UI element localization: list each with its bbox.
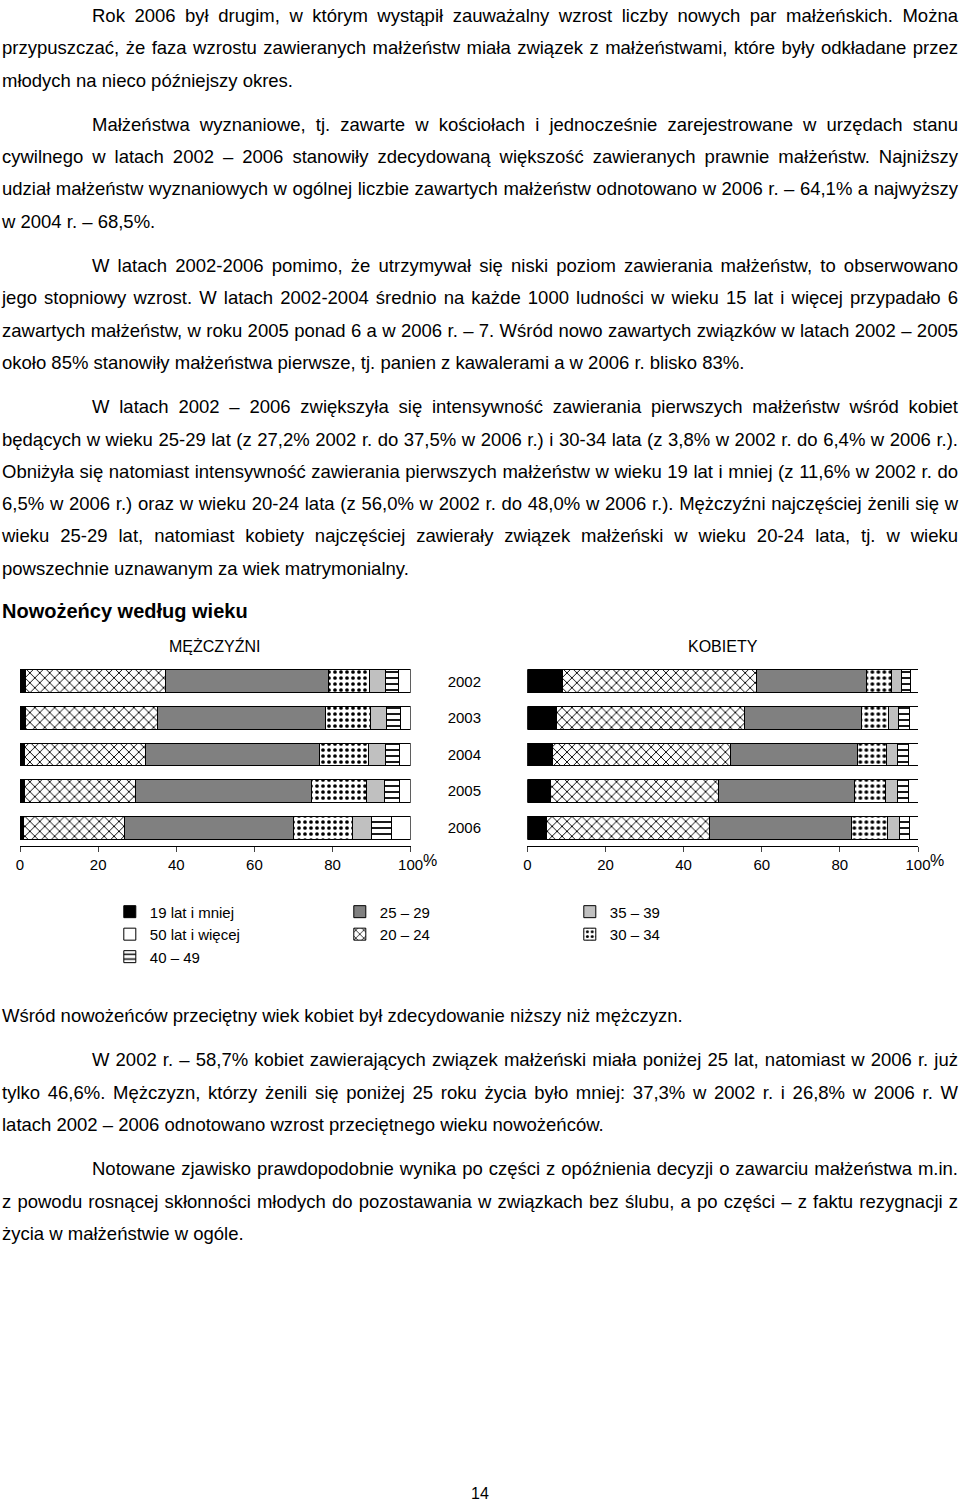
svg-text:2002: 2002 (448, 673, 481, 690)
svg-text:40: 40 (675, 856, 692, 873)
html-text:W latach 2002-2006 pomimo, że: W latach 2002-2006 pomimo, że utrzymywał… (2, 255, 958, 373)
svg-text:20: 20 (90, 856, 107, 873)
svg-text:%: % (423, 852, 437, 869)
svg-text:100: 100 (905, 856, 930, 873)
svg-text:2005: 2005 (448, 782, 481, 799)
svg-text:0: 0 (16, 856, 24, 873)
html-text:Nowożeńcy według wieku: Nowożeńcy według wieku (2, 600, 248, 622)
svg-text:KOBIETY: KOBIETY (688, 638, 758, 655)
svg-text:80: 80 (832, 856, 849, 873)
html-text:W latach 2002 – 2006 zwiększył: W latach 2002 – 2006 zwiększyła się inte… (2, 396, 958, 579)
html-text:Wśród nowożeńców przeciętny wi: Wśród nowożeńców przeciętny wiek kobiet … (2, 1005, 683, 1026)
svg-text:20 – 24: 20 – 24 (380, 926, 430, 943)
svg-text:80: 80 (324, 856, 341, 873)
svg-text:40: 40 (168, 856, 185, 873)
html-text:Notowane zjawisko prawdopodobn: Notowane zjawisko prawdopodobnie wynika … (2, 1158, 958, 1244)
svg-text:25 – 29: 25 – 29 (380, 904, 430, 921)
svg-text:0: 0 (523, 856, 531, 873)
html-text:Rok 2006 był drugim, w którym: Rok 2006 był drugim, w którym wystąpił z… (2, 5, 958, 91)
svg-text:100: 100 (398, 856, 423, 873)
svg-text:40 – 49: 40 – 49 (150, 949, 200, 966)
svg-text:50 lat i więcej: 50 lat i więcej (150, 926, 240, 943)
svg-text:35 – 39: 35 – 39 (610, 904, 660, 921)
svg-text:19 lat i mniej: 19 lat i mniej (150, 904, 234, 921)
html-text:14: 14 (471, 1485, 489, 1502)
svg-text:60: 60 (753, 856, 770, 873)
html-text:Małżeństwa wyznaniowe, tj. zaw: Małżeństwa wyznaniowe, tj. zawarte w koś… (2, 113, 958, 232)
svg-text:2003: 2003 (448, 709, 481, 726)
svg-text:60: 60 (246, 856, 263, 873)
svg-text:2006: 2006 (448, 819, 481, 836)
svg-text:MĘŻCZYŹNI: MĘŻCZYŹNI (169, 637, 261, 655)
svg-text:%: % (930, 852, 944, 869)
svg-text:2004: 2004 (448, 746, 481, 763)
svg-text:30 – 34: 30 – 34 (610, 926, 660, 943)
svg-text:20: 20 (597, 856, 614, 873)
html-text:W 2002 r. – 58,7% kobiet zawie: W 2002 r. – 58,7% kobiet zawierających z… (2, 1049, 958, 1135)
